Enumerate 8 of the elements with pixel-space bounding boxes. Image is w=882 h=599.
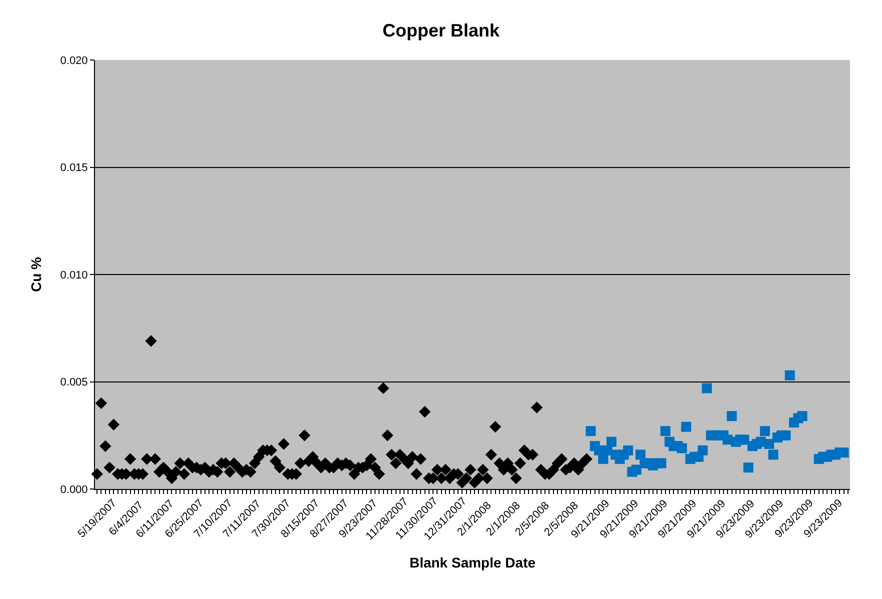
chart-title: Copper Blank [382, 20, 500, 41]
x-axis-title: Blank Sample Date [409, 554, 536, 570]
y-tick-label: 0.010 [60, 269, 88, 282]
y-tick-label: 0.000 [60, 484, 88, 496]
y-tick-label: 0.005 [60, 376, 88, 389]
y-tick-label: 0.015 [60, 162, 88, 174]
y-axis-title: Cu % [28, 256, 44, 292]
y-tick-label: 0.020 [60, 54, 88, 67]
